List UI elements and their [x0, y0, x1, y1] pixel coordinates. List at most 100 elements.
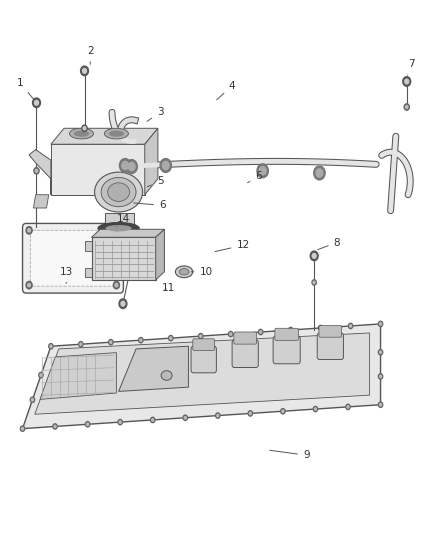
Polygon shape	[119, 346, 188, 391]
Ellipse shape	[161, 370, 172, 380]
Circle shape	[35, 100, 39, 105]
Polygon shape	[145, 128, 158, 195]
Polygon shape	[92, 237, 155, 280]
Polygon shape	[29, 150, 51, 195]
Circle shape	[126, 160, 138, 173]
Text: 3: 3	[147, 107, 163, 122]
FancyBboxPatch shape	[317, 333, 343, 360]
Circle shape	[20, 426, 25, 431]
Circle shape	[348, 324, 353, 329]
Circle shape	[83, 127, 86, 130]
Ellipse shape	[175, 266, 193, 278]
Circle shape	[120, 159, 131, 172]
Circle shape	[115, 229, 118, 232]
Ellipse shape	[108, 183, 130, 201]
Circle shape	[80, 343, 82, 345]
Circle shape	[229, 332, 233, 337]
Circle shape	[151, 417, 155, 423]
Ellipse shape	[179, 269, 189, 275]
FancyBboxPatch shape	[193, 339, 215, 351]
FancyBboxPatch shape	[273, 336, 300, 364]
Ellipse shape	[104, 128, 128, 139]
Circle shape	[79, 342, 83, 347]
Ellipse shape	[70, 128, 93, 139]
Ellipse shape	[106, 225, 132, 231]
Circle shape	[380, 322, 381, 325]
Circle shape	[113, 227, 120, 234]
Circle shape	[314, 408, 316, 410]
Circle shape	[289, 327, 293, 333]
Circle shape	[138, 337, 143, 343]
Circle shape	[316, 169, 323, 177]
FancyBboxPatch shape	[85, 268, 93, 277]
Polygon shape	[22, 324, 381, 429]
Circle shape	[113, 281, 120, 289]
Circle shape	[380, 375, 381, 378]
Circle shape	[35, 169, 38, 172]
Circle shape	[184, 417, 186, 419]
FancyBboxPatch shape	[234, 332, 257, 344]
Circle shape	[405, 79, 409, 84]
Circle shape	[249, 412, 251, 415]
Circle shape	[318, 325, 323, 330]
Circle shape	[200, 335, 202, 337]
Circle shape	[260, 331, 261, 333]
Circle shape	[34, 167, 39, 174]
Circle shape	[140, 339, 142, 341]
Circle shape	[380, 351, 381, 353]
Circle shape	[314, 166, 325, 180]
Text: 7: 7	[408, 60, 414, 75]
Circle shape	[403, 77, 411, 86]
Circle shape	[406, 106, 408, 108]
Circle shape	[119, 421, 121, 423]
Circle shape	[281, 409, 285, 414]
Polygon shape	[106, 213, 134, 245]
FancyBboxPatch shape	[85, 241, 93, 251]
Circle shape	[50, 345, 52, 348]
Circle shape	[217, 414, 219, 417]
Circle shape	[53, 424, 57, 429]
Circle shape	[87, 423, 88, 425]
FancyBboxPatch shape	[22, 223, 124, 293]
Circle shape	[82, 68, 86, 73]
Circle shape	[30, 397, 35, 402]
Circle shape	[32, 399, 33, 401]
FancyBboxPatch shape	[319, 326, 342, 337]
Circle shape	[115, 284, 118, 287]
Text: 10: 10	[191, 267, 212, 277]
Text: 9: 9	[270, 450, 310, 460]
Circle shape	[378, 321, 383, 327]
Circle shape	[310, 251, 318, 261]
Circle shape	[32, 98, 40, 108]
Circle shape	[215, 413, 220, 418]
Circle shape	[312, 280, 316, 285]
Circle shape	[21, 427, 24, 430]
Circle shape	[248, 411, 253, 416]
Circle shape	[183, 415, 187, 421]
Polygon shape	[35, 333, 370, 414]
Circle shape	[28, 229, 31, 232]
Circle shape	[290, 329, 292, 331]
Circle shape	[119, 299, 127, 309]
Polygon shape	[33, 195, 49, 208]
FancyBboxPatch shape	[191, 346, 216, 373]
Circle shape	[81, 66, 88, 76]
Polygon shape	[51, 144, 145, 195]
Circle shape	[312, 254, 316, 259]
Text: 2: 2	[87, 46, 93, 64]
Text: 6: 6	[247, 171, 261, 183]
Ellipse shape	[98, 222, 139, 234]
Circle shape	[39, 373, 43, 378]
Circle shape	[40, 374, 42, 376]
Circle shape	[152, 419, 154, 421]
Text: 1: 1	[17, 78, 34, 100]
Circle shape	[128, 163, 135, 171]
FancyBboxPatch shape	[275, 328, 298, 341]
Circle shape	[313, 281, 315, 284]
Circle shape	[170, 337, 172, 340]
Circle shape	[320, 327, 321, 329]
Text: 6: 6	[134, 200, 166, 211]
Ellipse shape	[74, 131, 89, 137]
Circle shape	[82, 125, 87, 132]
Ellipse shape	[101, 177, 136, 207]
